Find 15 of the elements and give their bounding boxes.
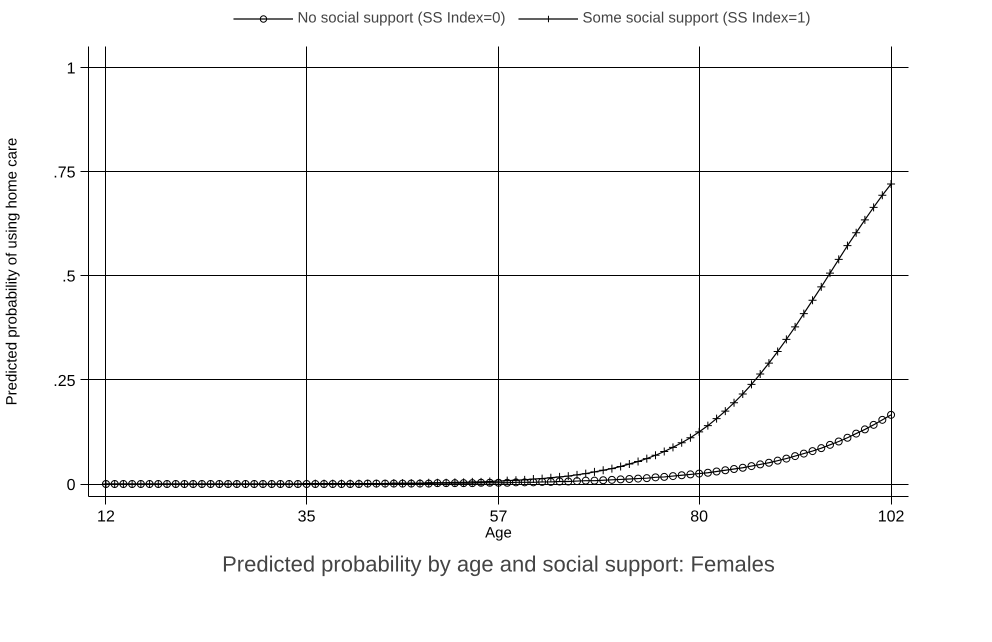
y-tick-label: .75: [53, 164, 76, 182]
legend-label: Some social support (SS Index=1): [582, 10, 811, 26]
x-tick-label: 12: [97, 508, 115, 526]
y-tick-label: .25: [53, 372, 76, 390]
y-tick-label: .5: [62, 268, 76, 286]
y-tick-label: 0: [66, 477, 76, 494]
x-tick-label: 57: [490, 508, 508, 526]
y-tick-label: 1: [66, 60, 76, 78]
x-axis-title: Age: [485, 524, 512, 542]
x-tick-label: 35: [298, 508, 316, 526]
x-tick-label: 80: [690, 508, 708, 526]
text: Predicted probability by age and social support: Females: [222, 552, 775, 576]
x-tick-label: 102: [878, 508, 904, 526]
y-axis-title: Predicted probability of using home care: [3, 138, 20, 406]
legend-label: No social support (SS Index=0): [297, 10, 506, 26]
